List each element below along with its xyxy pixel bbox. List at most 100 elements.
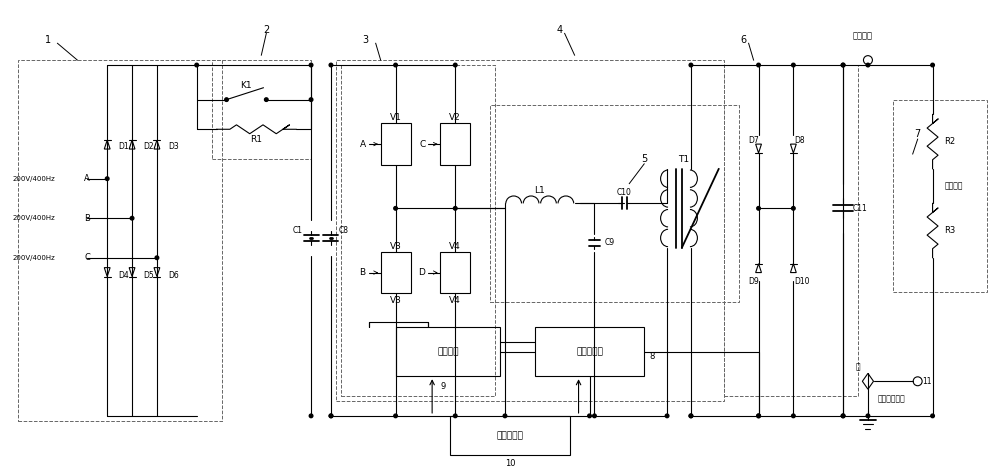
Text: 200V/400Hz: 200V/400Hz (13, 175, 55, 182)
Text: V3: V3 (390, 242, 402, 251)
Text: 低压电源板: 低压电源板 (497, 431, 523, 440)
Circle shape (931, 63, 934, 67)
Bar (381, 252, 411, 293)
Bar (18, 60, 222, 421)
Text: 2: 2 (263, 26, 269, 35)
Text: 9: 9 (440, 382, 445, 391)
Bar (490, 105, 739, 302)
Text: D3: D3 (168, 141, 179, 150)
Text: 电压采样: 电压采样 (945, 182, 963, 191)
Circle shape (757, 414, 760, 418)
Text: D7: D7 (749, 136, 759, 145)
Bar (450, 416, 570, 455)
Text: 10: 10 (505, 459, 515, 468)
Text: C: C (419, 140, 425, 149)
Text: A: A (84, 174, 90, 183)
Circle shape (195, 63, 198, 67)
Circle shape (593, 414, 596, 418)
Bar (893, 100, 987, 292)
Text: D9: D9 (749, 277, 759, 286)
Text: 驱动模块: 驱动模块 (437, 347, 459, 356)
Text: C1: C1 (293, 226, 303, 235)
Text: D: D (419, 268, 425, 277)
Circle shape (225, 98, 228, 101)
Text: D4: D4 (118, 271, 129, 280)
Text: 200V/400Hz: 200V/400Hz (13, 215, 55, 221)
Bar (535, 327, 644, 377)
Bar (336, 60, 724, 401)
Circle shape (309, 63, 313, 67)
Text: 7: 7 (915, 129, 921, 139)
Circle shape (792, 414, 795, 418)
Text: V1: V1 (390, 114, 402, 123)
Circle shape (866, 63, 870, 67)
Circle shape (453, 63, 457, 67)
Text: 地: 地 (856, 362, 860, 371)
Circle shape (453, 207, 457, 210)
Circle shape (394, 207, 397, 210)
Circle shape (792, 207, 795, 210)
Circle shape (588, 414, 591, 418)
Bar (724, 65, 858, 396)
Circle shape (757, 207, 760, 210)
Text: D1: D1 (118, 141, 129, 150)
Text: V3: V3 (390, 296, 402, 305)
Text: R2: R2 (945, 137, 956, 146)
Circle shape (841, 63, 845, 67)
Text: V2: V2 (449, 114, 461, 123)
Text: 输出电流采样: 输出电流采样 (878, 394, 906, 403)
Circle shape (329, 63, 333, 67)
Text: V4: V4 (449, 242, 461, 251)
Text: L1: L1 (534, 186, 545, 195)
Text: 4: 4 (557, 26, 563, 35)
Bar (381, 123, 411, 165)
Circle shape (665, 414, 669, 418)
Circle shape (689, 414, 693, 418)
Circle shape (841, 63, 845, 67)
Circle shape (866, 414, 870, 418)
Text: D8: D8 (794, 136, 805, 145)
Text: C9: C9 (604, 238, 615, 247)
Circle shape (329, 414, 333, 418)
Bar (396, 327, 500, 377)
Text: 1: 1 (44, 35, 51, 45)
Text: 高压输出: 高压输出 (853, 31, 873, 40)
Circle shape (394, 63, 397, 67)
Circle shape (689, 414, 693, 418)
Circle shape (689, 63, 693, 67)
Circle shape (130, 217, 134, 220)
Circle shape (309, 98, 313, 101)
Text: 200V/400Hz: 200V/400Hz (13, 255, 55, 261)
Bar (440, 252, 470, 293)
Circle shape (841, 414, 845, 418)
Text: V4: V4 (449, 296, 461, 305)
Text: A: A (360, 140, 366, 149)
Text: 控制保护板: 控制保护板 (576, 347, 603, 356)
Text: 8: 8 (649, 352, 655, 361)
Text: D10: D10 (794, 277, 810, 286)
Text: K1: K1 (241, 81, 252, 90)
Text: 3: 3 (363, 35, 369, 45)
Circle shape (503, 414, 507, 418)
Circle shape (757, 414, 760, 418)
Circle shape (757, 63, 760, 67)
Circle shape (265, 98, 268, 101)
Text: R3: R3 (945, 226, 956, 235)
Text: B: B (84, 214, 90, 223)
Text: 6: 6 (741, 35, 747, 45)
Text: R1: R1 (250, 135, 262, 144)
Text: D2: D2 (143, 141, 154, 150)
Circle shape (155, 256, 159, 260)
Text: D5: D5 (143, 271, 154, 280)
Text: C8: C8 (339, 226, 349, 235)
Text: C: C (84, 253, 90, 262)
Text: D6: D6 (168, 271, 179, 280)
Circle shape (309, 414, 313, 418)
Text: C11: C11 (853, 204, 868, 213)
Circle shape (931, 414, 934, 418)
Text: 11: 11 (923, 377, 932, 386)
Circle shape (105, 177, 109, 181)
Text: B: B (360, 268, 366, 277)
Text: C10: C10 (617, 188, 632, 197)
Circle shape (329, 414, 333, 418)
